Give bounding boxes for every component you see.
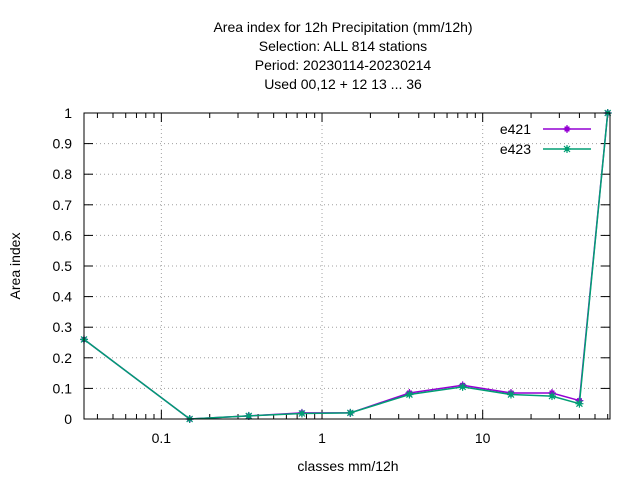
data-point-e423 (297, 409, 306, 418)
series-line-e421 (83, 112, 609, 420)
legend-label-e423: e423 (500, 141, 531, 157)
x-tick-label: 0.1 (152, 430, 172, 446)
grid-lines (84, 113, 610, 419)
legend-label-e421: e421 (500, 121, 531, 137)
series-lines (80, 109, 612, 423)
y-tick-label: 0.7 (53, 197, 73, 213)
chart-title: Area index for 12h Precipitation (mm/12h… (213, 19, 472, 92)
y-tick-label: 0.4 (53, 289, 73, 305)
legend: e421 e423 (500, 121, 591, 157)
plot-border (83, 112, 611, 420)
y-tick-label: 1 (64, 105, 72, 121)
y-tick-label: 0.3 (53, 319, 73, 335)
data-point-e423 (575, 399, 584, 408)
y-tick-label: 0.6 (53, 227, 73, 243)
y-tick-label: 0.8 (53, 166, 73, 182)
title-line-4: Used 00,12 + 12 13 ... 36 (264, 76, 422, 92)
data-point-e423 (405, 390, 414, 399)
data-point-e423 (458, 382, 467, 391)
y-tick-label: 0.9 (53, 136, 73, 152)
y-tick-label: 0.2 (53, 350, 73, 366)
title-line-2: Selection: ALL 814 stations (259, 38, 427, 54)
y-tick-label: 0 (64, 411, 72, 427)
x-axis-label: classes mm/12h (297, 458, 398, 474)
legend-marker-e423 (563, 145, 571, 153)
x-tick-label: 1 (318, 430, 326, 446)
series-line-e423 (83, 112, 609, 420)
x-tick-label: 10 (475, 430, 491, 446)
title-line-3: Period: 20230114-20230214 (255, 57, 432, 73)
y-tick-label: 0.1 (53, 380, 73, 396)
y-tick-label: 0.5 (53, 258, 73, 274)
data-point-e423 (547, 392, 556, 401)
title-line-1: Area index for 12h Precipitation (mm/12h… (213, 19, 472, 35)
axis-ticks: 0 0.1 0.2 0.3 0.4 0.5 0.6 0.7 0.8 0.9 1 0.1 1 10 (53, 105, 610, 446)
data-point-e423 (346, 408, 355, 417)
y-axis-label: Area index (7, 233, 23, 300)
legend-marker-e421 (563, 125, 571, 133)
data-point-e423 (506, 390, 515, 399)
